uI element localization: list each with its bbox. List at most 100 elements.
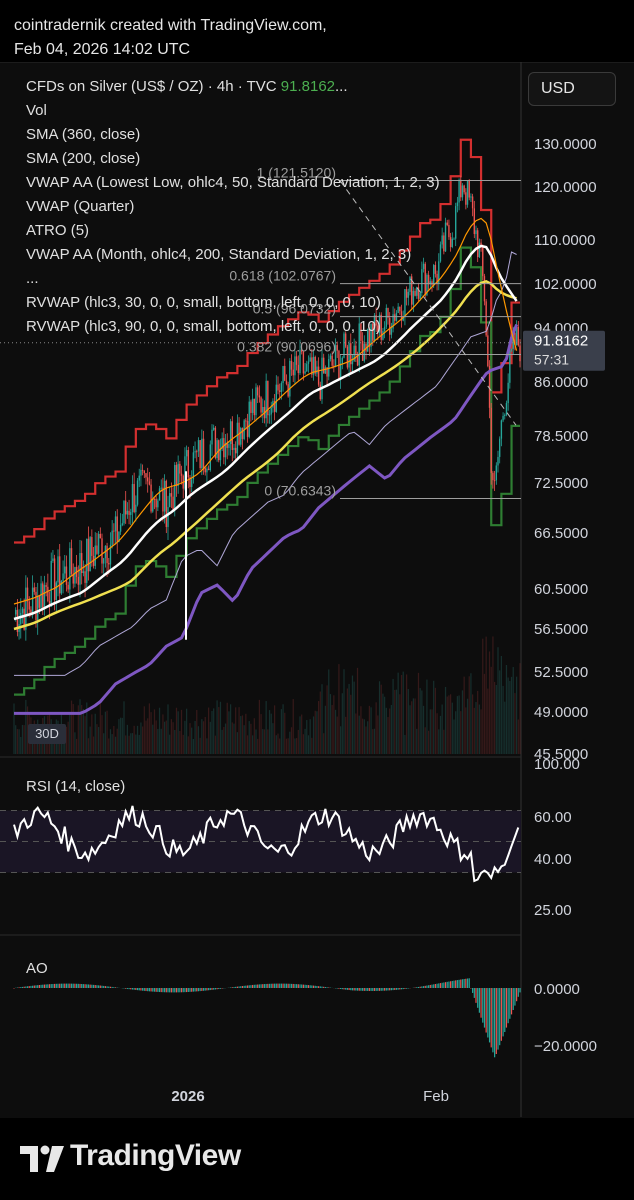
- candle-body: [466, 180, 469, 205]
- legend-symbol-row[interactable]: CFDs on Silver (US$ / OZ) · 4h · TVC 91.…: [26, 78, 348, 95]
- volume-bar: [87, 738, 90, 754]
- ao-bar: [470, 988, 472, 989]
- volume-bar: [490, 666, 492, 754]
- price-tick-label: 78.5000: [534, 428, 588, 445]
- volume-bar: [197, 726, 200, 754]
- volume-bar: [196, 710, 198, 754]
- candle-body: [97, 533, 100, 554]
- ao-bar: [153, 988, 156, 992]
- volume-bar: [109, 729, 112, 754]
- ao-bar: [392, 988, 394, 991]
- legend-rvwap-30[interactable]: RVWAP (hlc3, 30, 0, 0, small, bottom, le…: [26, 294, 381, 311]
- volume-bar: [390, 705, 392, 754]
- legend-sma360[interactable]: SMA (360, close): [26, 126, 141, 143]
- candle-body: [47, 586, 49, 601]
- legend-vol[interactable]: Vol: [26, 102, 47, 119]
- volume-bar: [118, 719, 120, 754]
- candle-body: [262, 407, 264, 413]
- candle-body: [62, 573, 64, 581]
- candle-body: [72, 573, 74, 584]
- volume-bar: [91, 714, 93, 754]
- legend-vwap-aa-month[interactable]: VWAP AA (Month, ohlc4, 200, Standard Dev…: [26, 246, 412, 263]
- ao-bar: [387, 988, 389, 991]
- volume-bar: [77, 705, 79, 754]
- ao-bar: [253, 984, 255, 988]
- legend-vwap-quarter[interactable]: VWAP (Quarter): [26, 198, 135, 215]
- volume-bar: [282, 704, 284, 754]
- legend-vwap-aa-lowest[interactable]: VWAP AA (Lowest Low, ohlc4, 50, Standard…: [26, 174, 440, 191]
- ao-bar: [245, 985, 247, 988]
- ao-bar: [152, 988, 154, 992]
- price-tick-label: 52.5000: [534, 664, 588, 681]
- candle-body: [495, 465, 498, 481]
- chart-canvas[interactable]: 1 (121.5120) 0.618 (102.0767) 0.5 (96.0732…: [0, 62, 634, 1117]
- volume-bar: [494, 681, 496, 754]
- volume-bar: [444, 686, 447, 754]
- ao-bar: [360, 988, 362, 991]
- legend-rvwap-90[interactable]: RVWAP (hlc3, 90, 0, 0, small, bottom, le…: [26, 318, 381, 335]
- candle-body: [207, 468, 210, 471]
- ao-bar: [240, 986, 242, 988]
- candle-body: [58, 556, 61, 594]
- ao-bar: [138, 988, 140, 991]
- candle-body: [234, 447, 237, 454]
- ao-bar: [164, 988, 166, 993]
- legend-sma200[interactable]: SMA (200, close): [26, 150, 141, 167]
- volume-bar: [307, 735, 310, 754]
- ao-bar: [289, 983, 291, 988]
- volume-bar: [321, 684, 323, 754]
- candle-body: [487, 335, 489, 367]
- candle-body: [65, 566, 68, 585]
- ao-bar: [272, 983, 274, 988]
- candle-body: [375, 315, 377, 326]
- ao-tick-label: −20.0000: [534, 1038, 597, 1055]
- ao-bar: [510, 988, 513, 1015]
- candle-body: [372, 323, 374, 341]
- volume-bar: [290, 727, 293, 754]
- volume-bar: [463, 676, 465, 754]
- legend-more[interactable]: ...: [26, 270, 39, 287]
- volume-bar: [255, 729, 257, 754]
- legend-atro[interactable]: ATRO (5): [26, 222, 90, 239]
- ao-bar: [126, 988, 128, 989]
- currency-button[interactable]: USD: [528, 72, 616, 106]
- candle-body: [194, 451, 196, 453]
- candle-body: [128, 510, 130, 515]
- price-tick-label: 56.5000: [534, 621, 588, 638]
- volume-bar: [23, 725, 25, 754]
- candle-body: [55, 582, 58, 600]
- volume-bar: [268, 710, 271, 754]
- candle-body: [465, 192, 467, 205]
- fib-level-label: 1 (121.5120): [257, 164, 336, 180]
- fib-level-label: 0.5 (96.0732): [253, 301, 336, 317]
- ao-bar: [177, 988, 179, 993]
- ao-bar: [362, 988, 364, 991]
- ao-bar: [340, 988, 342, 989]
- candle-body: [321, 357, 323, 400]
- ao-bar: [111, 986, 113, 988]
- ao-bar: [365, 988, 367, 991]
- volume-bar: [378, 681, 381, 754]
- volume-bar: [387, 717, 389, 754]
- candle-body: [40, 583, 42, 608]
- ao-bar: [453, 980, 455, 988]
- ao-bar: [465, 978, 467, 988]
- ao-bar: [82, 984, 84, 988]
- rsi-tick-label: 100.00: [534, 756, 580, 773]
- candle-body: [74, 567, 76, 584]
- ao-bar: [113, 987, 115, 988]
- interval-tag[interactable]: 30D: [28, 724, 66, 744]
- ao-title: AO: [26, 960, 48, 977]
- volume-bar: [277, 733, 279, 754]
- volume-bar: [76, 738, 78, 754]
- ao-bar: [172, 988, 174, 993]
- ao-bar: [406, 988, 408, 989]
- volume-bar: [236, 732, 238, 754]
- volume-bar: [395, 689, 398, 754]
- candle-body: [140, 469, 142, 476]
- volume-bar: [372, 729, 374, 754]
- volume-bar: [414, 698, 416, 754]
- ao-bar: [499, 988, 501, 1046]
- ao-bar: [502, 988, 504, 1037]
- volume-bar: [309, 719, 311, 754]
